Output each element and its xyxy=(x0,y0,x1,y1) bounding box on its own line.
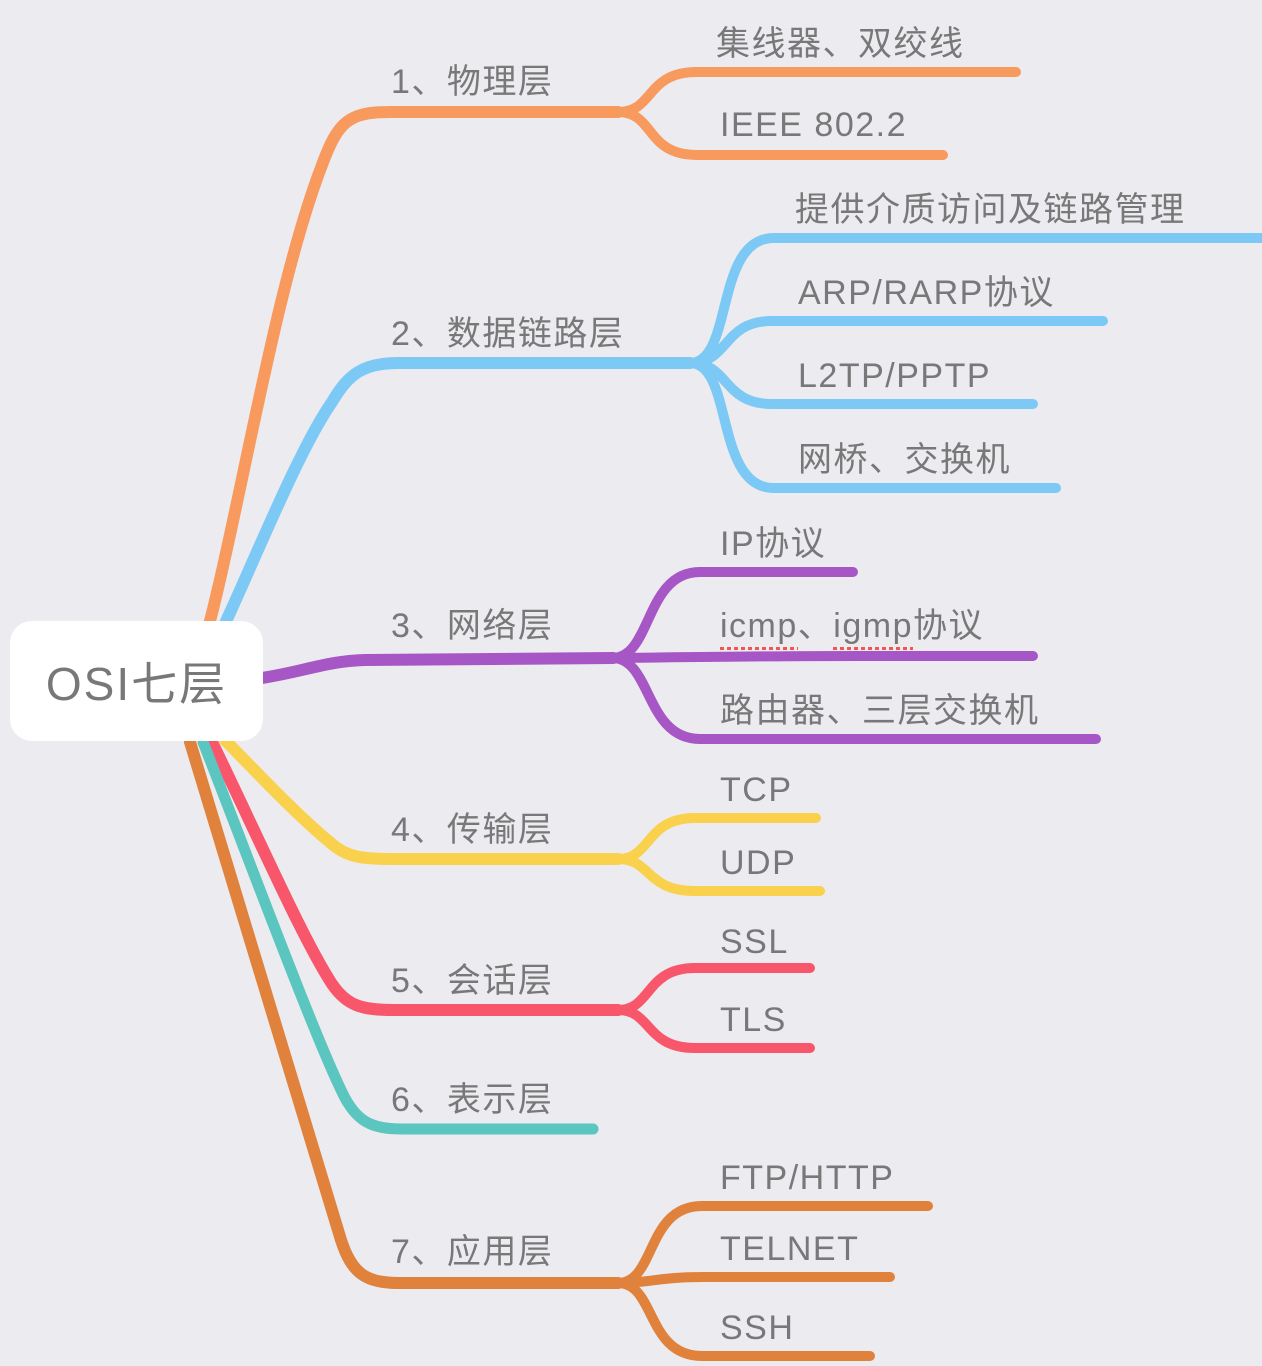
root-node-label: OSI七层 xyxy=(45,658,228,710)
branch-1-connector xyxy=(191,106,624,674)
misspelled-word-igmp: igmp xyxy=(833,607,913,650)
icmp-igmp-separator: 、 xyxy=(797,607,834,645)
child-bridge-switch-label[interactable]: 网桥、交换机 xyxy=(798,441,1011,479)
child-tcp-label[interactable]: TCP xyxy=(720,771,793,809)
branch-transport-layer-label[interactable]: 4、传输层 xyxy=(391,811,554,849)
child-ssl-label[interactable]: SSL xyxy=(720,923,789,961)
child-ip-protocol-label[interactable]: IP协议 xyxy=(720,525,827,563)
root-node[interactable]: OSI七层 xyxy=(10,621,263,741)
misspelled-word-icmp: icmp xyxy=(720,607,798,650)
child-ftp-http-label[interactable]: FTP/HTTP xyxy=(720,1159,895,1197)
child-telnet-label[interactable]: TELNET xyxy=(720,1230,860,1268)
branch-4-connector xyxy=(219,734,624,865)
branch-3-connector xyxy=(249,652,619,685)
branch-presentation-layer-label[interactable]: 6、表示层 xyxy=(391,1081,554,1119)
child-arp-rarp-label[interactable]: ARP/RARP协议 xyxy=(798,274,1055,312)
branch-2-connector xyxy=(201,357,696,668)
branch-4-child-2-connector xyxy=(613,854,825,896)
branch-3-child-3-connector xyxy=(608,653,1101,744)
child-udp-label[interactable]: UDP xyxy=(720,844,797,882)
branch-6-connector xyxy=(197,736,599,1135)
branch-data-link-layer-label[interactable]: 2、数据链路层 xyxy=(391,315,625,353)
branch-physical-layer-label[interactable]: 1、物理层 xyxy=(391,63,554,101)
child-tls-label[interactable]: TLS xyxy=(720,1001,787,1039)
branch-2-child-4-connector xyxy=(685,358,1061,493)
branch-1-child-2-connector xyxy=(613,107,948,160)
branch-5-child-2-connector xyxy=(613,1005,815,1053)
branch-7-child-3-connector xyxy=(613,1278,875,1361)
child-l2tp-pptp-label[interactable]: L2TP/PPTP xyxy=(798,357,992,395)
child-hub-twisted-pair-label[interactable]: 集线器、双绞线 xyxy=(716,25,965,63)
branch-5-connector xyxy=(206,736,624,1016)
child-router-l3switch-label[interactable]: 路由器、三层交换机 xyxy=(720,692,1040,730)
branch-7-connector xyxy=(184,736,624,1289)
icmp-igmp-suffix: 协议 xyxy=(913,607,984,645)
child-ssh-label[interactable]: SSH xyxy=(720,1309,795,1347)
branch-network-layer-label[interactable]: 3、网络层 xyxy=(391,607,554,645)
child-media-access-link-mgmt-label[interactable]: 提供介质访问及链路管理 xyxy=(795,191,1186,229)
branch-application-layer-label[interactable]: 7、应用层 xyxy=(391,1233,554,1271)
branch-3-child-2-connector xyxy=(608,651,1038,663)
child-ieee-8022-label[interactable]: IEEE 802.2 xyxy=(720,106,908,144)
child-icmp-igmp-label[interactable]: icmp、igmp协议 xyxy=(720,606,984,650)
branch-7-child-2-connector xyxy=(613,1272,895,1288)
branch-session-layer-label[interactable]: 5、会话层 xyxy=(391,962,554,1000)
